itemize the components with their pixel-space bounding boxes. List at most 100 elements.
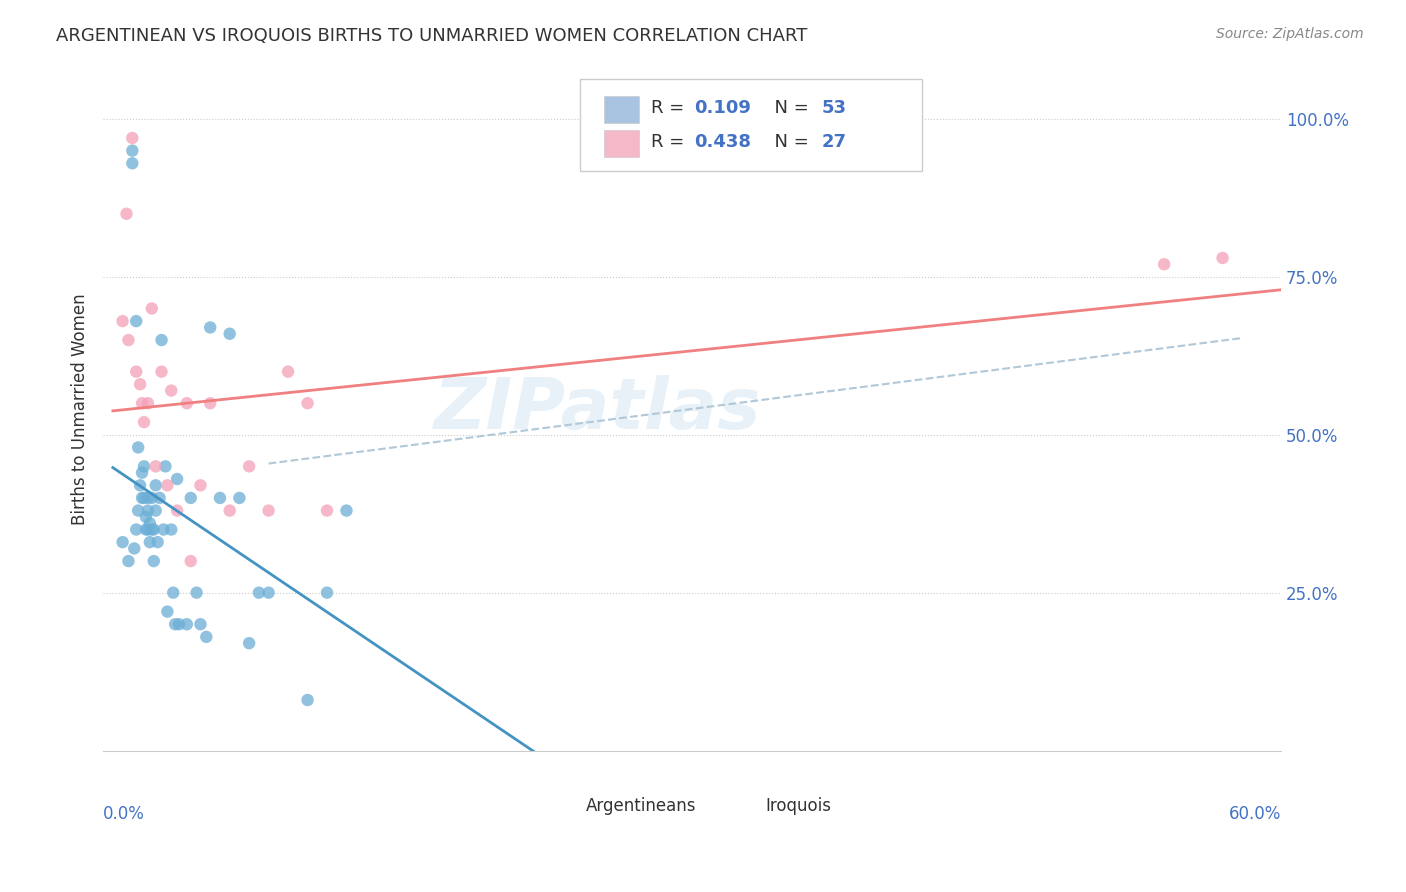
Point — [131, 396, 153, 410]
Point — [117, 333, 139, 347]
Point — [127, 441, 149, 455]
Point — [180, 554, 202, 568]
Text: Source: ZipAtlas.com: Source: ZipAtlas.com — [1216, 27, 1364, 41]
Point — [129, 377, 152, 392]
Point — [167, 617, 190, 632]
Point — [335, 503, 357, 517]
Point — [166, 503, 188, 517]
Point — [195, 630, 218, 644]
Point — [238, 459, 260, 474]
Point — [150, 365, 173, 379]
Point — [180, 491, 202, 505]
Point — [129, 478, 152, 492]
Point — [111, 314, 134, 328]
Point — [117, 554, 139, 568]
Point — [136, 523, 159, 537]
Text: R =: R = — [651, 133, 690, 151]
Text: N =: N = — [762, 99, 814, 117]
Point — [141, 301, 163, 316]
Text: Argentineans: Argentineans — [586, 797, 696, 815]
Point — [111, 535, 134, 549]
Point — [132, 459, 155, 474]
FancyBboxPatch shape — [603, 95, 640, 123]
Point — [132, 491, 155, 505]
Point — [125, 365, 148, 379]
FancyBboxPatch shape — [581, 78, 922, 171]
Point — [1212, 251, 1234, 265]
Point — [238, 636, 260, 650]
Point — [127, 503, 149, 517]
FancyBboxPatch shape — [551, 798, 581, 815]
Text: 53: 53 — [821, 99, 846, 117]
Point — [186, 585, 208, 599]
Point — [208, 491, 231, 505]
Point — [145, 459, 167, 474]
Point — [131, 491, 153, 505]
Text: 60.0%: 60.0% — [1229, 805, 1281, 823]
Point — [139, 516, 162, 531]
Point — [135, 523, 157, 537]
Text: 0.438: 0.438 — [695, 133, 751, 151]
Point — [136, 503, 159, 517]
Text: 27: 27 — [821, 133, 846, 151]
Point — [1153, 257, 1175, 271]
Point — [165, 617, 187, 632]
Point — [132, 415, 155, 429]
Point — [160, 523, 183, 537]
Point — [121, 131, 143, 145]
Point — [149, 491, 172, 505]
FancyBboxPatch shape — [603, 130, 640, 157]
Point — [190, 617, 212, 632]
Point — [136, 396, 159, 410]
Point — [152, 523, 174, 537]
Point — [257, 503, 280, 517]
Point — [297, 693, 319, 707]
Text: N =: N = — [762, 133, 814, 151]
Point — [277, 365, 299, 379]
Point — [316, 503, 339, 517]
Text: ARGENTINEAN VS IROQUOIS BIRTHS TO UNMARRIED WOMEN CORRELATION CHART: ARGENTINEAN VS IROQUOIS BIRTHS TO UNMARR… — [56, 27, 807, 45]
Point — [218, 503, 240, 517]
Point — [142, 523, 165, 537]
Point — [155, 459, 177, 474]
Point — [142, 554, 165, 568]
Point — [141, 523, 163, 537]
Point — [125, 314, 148, 328]
Point — [145, 503, 167, 517]
Point — [145, 478, 167, 492]
Text: 0.0%: 0.0% — [103, 805, 145, 823]
Point — [115, 207, 138, 221]
Text: 0.109: 0.109 — [695, 99, 751, 117]
Point — [125, 523, 148, 537]
Point — [228, 491, 250, 505]
Point — [160, 384, 183, 398]
Point — [176, 396, 198, 410]
Point — [150, 333, 173, 347]
Text: ZIPatlas: ZIPatlas — [434, 375, 762, 444]
Point — [139, 535, 162, 549]
Point — [200, 320, 222, 334]
Point — [218, 326, 240, 341]
Point — [121, 144, 143, 158]
Point — [162, 585, 184, 599]
Point — [166, 472, 188, 486]
Point — [146, 535, 169, 549]
Point — [190, 478, 212, 492]
Text: R =: R = — [651, 99, 690, 117]
Point — [156, 605, 179, 619]
Point — [176, 617, 198, 632]
Point — [316, 585, 339, 599]
Point — [124, 541, 146, 556]
Text: Iroquois: Iroquois — [765, 797, 831, 815]
FancyBboxPatch shape — [727, 798, 756, 815]
Point — [247, 585, 270, 599]
Point — [136, 491, 159, 505]
Point — [200, 396, 222, 410]
Point — [141, 491, 163, 505]
Point — [257, 585, 280, 599]
Point — [297, 396, 319, 410]
Point — [121, 156, 143, 170]
Point — [156, 478, 179, 492]
Point — [131, 466, 153, 480]
Y-axis label: Births to Unmarried Women: Births to Unmarried Women — [72, 293, 89, 525]
